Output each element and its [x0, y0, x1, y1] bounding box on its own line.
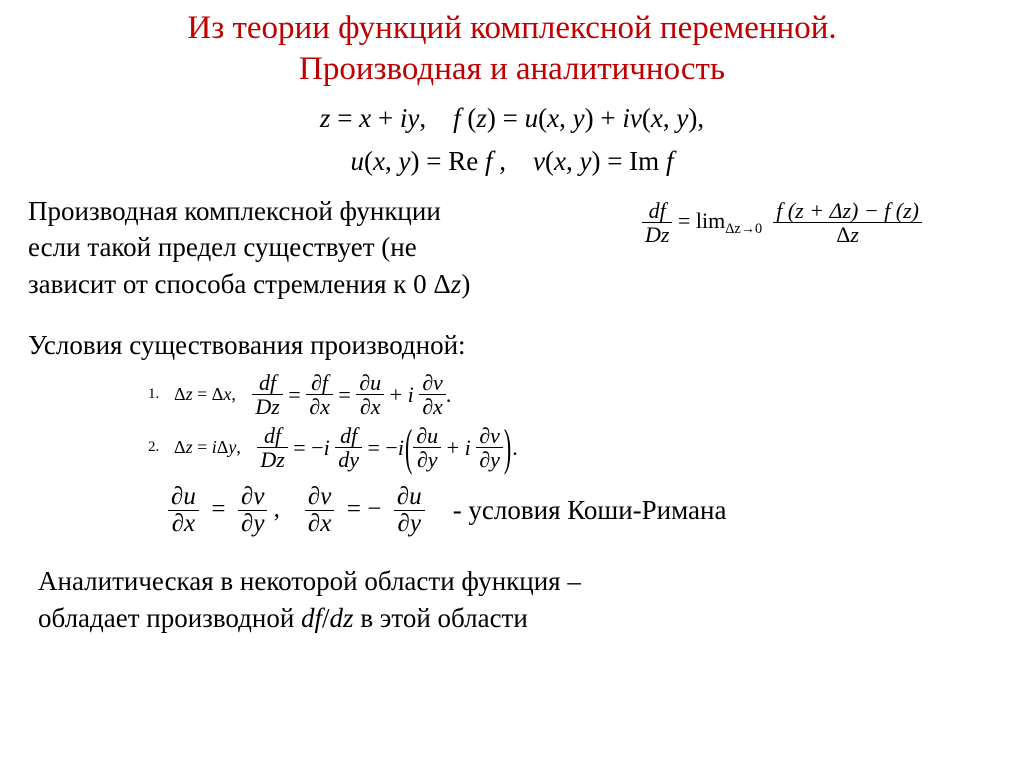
cond2-num: 2.	[148, 439, 174, 456]
cauchy-riemann-row: ∂u∂x = ∂v∂y , ∂v∂x = − ∂u∂y - условия Ко…	[28, 484, 996, 538]
derivative-row: Производная комплексной функции если так…	[28, 193, 996, 302]
condition-1: 1. Δz = Δx, dfDz = ∂f∂x = ∂u∂x + i ∂v∂x …	[148, 371, 996, 418]
deriv-l3: зависит от способа стремления к 0 Δz)	[28, 266, 568, 302]
lim-lhs-den: Dz	[642, 222, 672, 246]
deriv-l1: Производная комплексной функции	[28, 193, 568, 229]
lim-lhs-num: df	[642, 199, 672, 222]
analytic-definition: Аналитическая в некоторой области функци…	[38, 563, 996, 636]
condition-2: 2. Δz = iΔy, dfDz = −i dfdy = −i ( ∂u∂y …	[148, 424, 996, 471]
definition-equations: z = x + iy, f (z) = u(x, y) + iv(x, y), …	[28, 97, 996, 183]
def-line-2: u(x, y) = Re f , v(x, y) = Im f	[28, 140, 996, 183]
slide-title: Из теории функций комплексной переменной…	[28, 8, 996, 91]
def-line-1: z = x + iy, f (z) = u(x, y) + iv(x, y),	[28, 97, 996, 140]
lim-eq: = lim	[678, 208, 725, 233]
derivative-text: Производная комплексной функции если так…	[28, 193, 568, 302]
lim-rhs-num: f (z + Δz) − f (z)	[773, 199, 922, 222]
cauchy-riemann-eq: ∂u∂x = ∂v∂y , ∂v∂x = − ∂u∂y	[168, 484, 425, 538]
conditions-block: 1. Δz = Δx, dfDz = ∂f∂x = ∂u∂x + i ∂v∂x …	[148, 371, 996, 471]
title-line-2: Производная и аналитичность	[299, 51, 725, 87]
conditions-header: Условия существования производной:	[28, 330, 996, 361]
lim-sub: Δz→0	[725, 221, 762, 237]
slide: Из теории функций комплексной переменной…	[0, 0, 1024, 768]
deriv-l2: если такой предел существует (не	[28, 229, 568, 265]
derivative-limit: dfDz = limΔz→0 f (z + Δz) − f (z)Δz	[568, 193, 996, 246]
cond1-num: 1.	[148, 386, 174, 403]
bottom-l2: обладает производной df/dz в этой област…	[38, 600, 996, 636]
bottom-l1: Аналитическая в некоторой области функци…	[38, 563, 996, 599]
title-line-1: Из теории функций комплексной переменной…	[187, 10, 836, 46]
cauchy-riemann-label: - условия Коши-Римана	[453, 495, 727, 526]
